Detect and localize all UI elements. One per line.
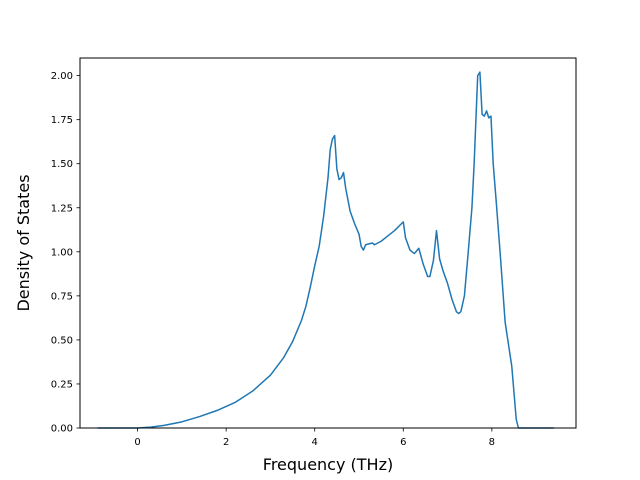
y-tick-label: 1.00 [51,247,73,258]
series-line-0 [97,71,554,429]
x-tick-label: 2 [223,437,229,448]
y-tick-label: 0.75 [51,291,73,302]
y-tick-label: 0.25 [51,379,73,390]
y-axis: 0.00 0.25 0.50 0.75 1.00 1.25 1.50 1.75 2.00 [51,71,80,435]
y-tick-label: 0.00 [51,424,73,435]
y-tick-label: 1.25 [51,203,73,214]
x-axis: 0 2 4 6 8 [134,428,495,448]
y-tick-label: 1.75 [51,115,73,126]
x-tick-label: 6 [400,437,406,448]
plot-frame [79,57,577,429]
y-axis-label: Density of States [14,174,33,311]
y-tick-label: 2.00 [51,71,73,82]
y-tick-label: 1.50 [51,159,73,170]
x-tick-label: 4 [312,437,318,448]
y-tick-label: 0.50 [51,335,73,346]
x-axis-label: Frequency (THz) [263,455,393,474]
x-tick-label: 0 [134,437,140,448]
plot-layer [97,71,554,429]
x-tick-label: 8 [489,437,495,448]
